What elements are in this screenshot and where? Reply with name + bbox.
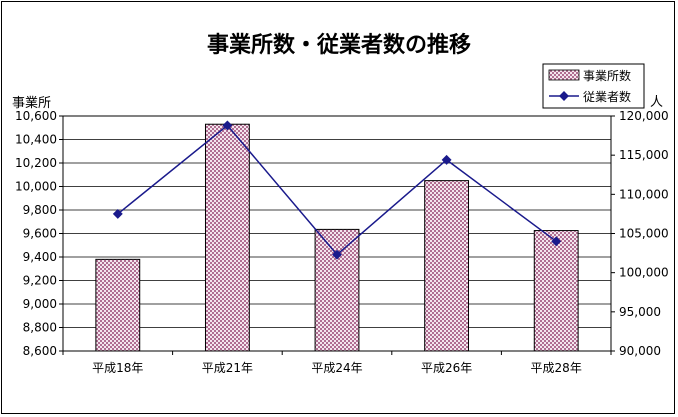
category-label: 平成28年: [531, 361, 582, 375]
left-tick-label: 10,000: [15, 180, 57, 194]
category-label: 平成18年: [92, 361, 143, 375]
left-tick-label: 9,000: [23, 297, 57, 311]
chart-title: 事業所数・従業者数の推移: [207, 32, 471, 58]
category-label: 平成26年: [421, 361, 472, 375]
category-axis-ticks: 平成18年 平成21年 平成24年 平成26年 平成28年: [62, 351, 612, 375]
left-tick-label: 10,200: [15, 156, 57, 170]
right-axis-title: 人: [650, 95, 663, 110]
right-tick-label: 110,000: [619, 187, 669, 201]
right-tick-label: 120,000: [619, 109, 669, 123]
left-axis-title: 事業所: [12, 95, 51, 111]
left-tick-label: 9,600: [23, 227, 57, 241]
gridlines: [63, 139, 611, 328]
right-tick-label: 105,000: [619, 227, 669, 241]
line-point: [441, 154, 452, 165]
left-tick-label: 8,800: [23, 321, 57, 335]
legend-bar-swatch: [548, 69, 580, 81]
left-tick-label: 9,200: [23, 274, 57, 288]
left-tick-label: 10,600: [15, 109, 57, 123]
line-point: [222, 120, 233, 131]
left-tick-label: 9,400: [23, 250, 57, 264]
line-point: [332, 249, 342, 260]
bar: [314, 228, 360, 352]
left-axis-ticks: 8,600 8,800 9,000 9,200 9,400 9,600 9,800 10,00…: [15, 109, 63, 358]
legend-line-marker: [559, 91, 569, 101]
line-series: [112, 120, 562, 260]
bar-series: [95, 123, 579, 352]
category-label: 平成24年: [311, 361, 362, 375]
right-axis-ticks: 90,000 95,000 100,000 105,000 110,000 115,000…: [611, 109, 669, 358]
category-label: 平成21年: [202, 361, 253, 375]
left-tick-label: 9,800: [23, 203, 57, 217]
right-tick-label: 100,000: [619, 266, 669, 280]
legend-label-line: 従業者数: [583, 89, 631, 104]
line-point: [551, 236, 562, 247]
bar: [95, 258, 141, 352]
left-tick-label: 10,400: [15, 133, 57, 147]
right-tick-label: 115,000: [619, 148, 669, 162]
bar: [204, 123, 250, 352]
line-point: [112, 208, 123, 219]
bar: [424, 180, 470, 352]
left-tick-label: 8,600: [23, 344, 57, 358]
legend: 事業所数 従業者数: [542, 63, 645, 109]
right-tick-label: 90,000: [619, 344, 661, 358]
bar: [533, 230, 579, 352]
legend-label-bars: 事業所数: [583, 68, 631, 83]
right-tick-label: 95,000: [619, 305, 661, 319]
